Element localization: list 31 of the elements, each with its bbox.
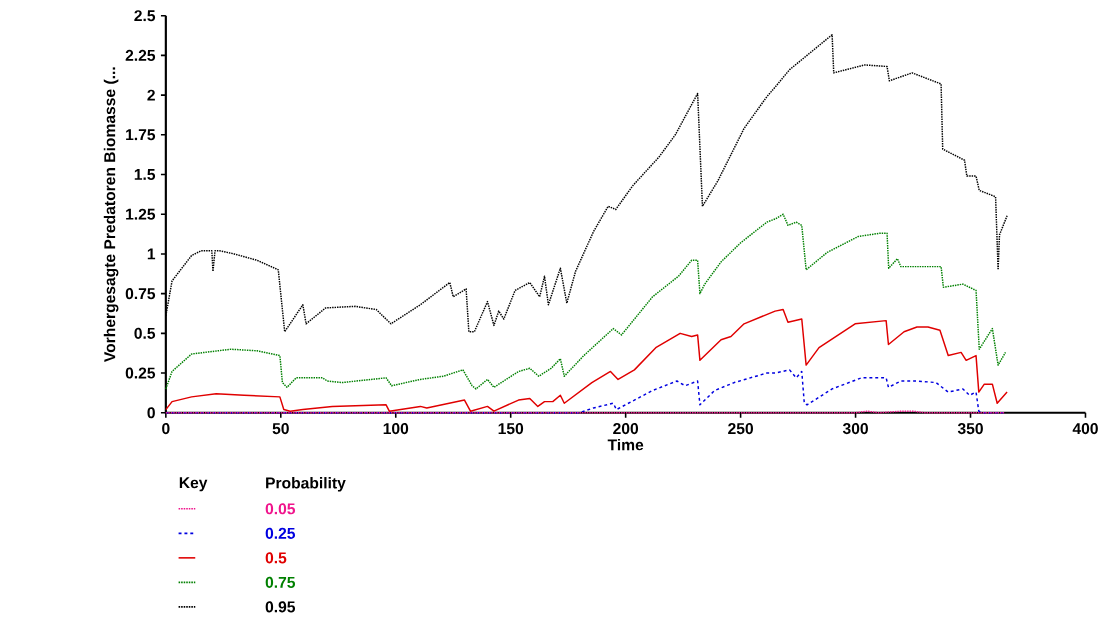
y-tick-label: 2 [147,89,155,101]
y-tick-label: 1 [147,248,156,260]
text: 0.95 [265,601,296,613]
x-tick-label: 100 [383,423,409,435]
x-tick-label: 50 [272,423,289,435]
line-series [165,308,1008,413]
text: 0.75 [265,577,296,589]
y-tick-label: 0.5 [134,327,156,340]
text: Key [179,477,208,492]
y-tick-label: 1.5 [134,169,156,181]
x-tick-label: 200 [613,423,639,435]
x-tick-label: 300 [842,423,868,435]
x-tick-label: 400 [1072,423,1098,435]
legend-title: Probability [266,477,346,492]
line-series [165,213,1007,390]
y-tick-label: 0.75 [125,288,156,300]
x-tick-label: 250 [728,423,753,435]
y-tick-label: 0 [147,407,155,419]
y-tick-label: 1.25 [126,208,156,220]
y-tick-label: 0.25 [125,367,156,379]
y-tick-label: 2.5 [134,10,156,22]
x-axis-title: Time [607,439,644,451]
text: 0.5 [265,552,287,564]
x-tick-label: 150 [498,423,524,435]
y-tick-label: 2.25 [125,50,156,62]
y-tick-label: 1.75 [126,129,156,141]
y-axis-title: Vorhergesagte Predatoren Biomasse (... [103,67,119,363]
x-tick-label: 350 [957,423,983,435]
text: 0.05 [265,503,296,515]
text: 0.25 [265,527,296,540]
x-tick-label: 0 [162,423,170,435]
